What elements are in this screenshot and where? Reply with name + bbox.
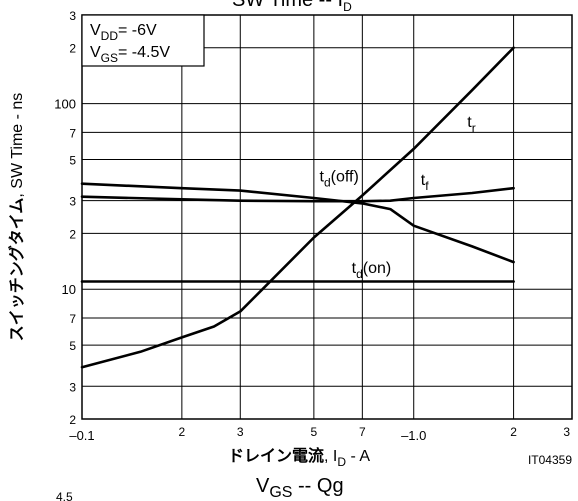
x-tick-label: 2 <box>510 425 517 439</box>
next-chart-title: VGS -- Qg <box>256 475 344 501</box>
series-label-sub: d <box>356 267 363 281</box>
x-tick-label: 3 <box>237 425 244 439</box>
x-axis-ticks: –0.1 2 3 5 7 –1.0 2 3 <box>69 425 570 443</box>
condition-vgs-sub: GS <box>101 51 118 65</box>
series-label-rest: (on) <box>363 260 391 277</box>
previous-chart-title-main: SW Time -- I <box>232 0 343 11</box>
x-tick-label: 5 <box>311 425 318 439</box>
y-axis-ticks: 2 3 5 7 10 2 3 5 7 100 2 3 <box>54 9 76 427</box>
y-tick-label: 3 <box>69 380 76 394</box>
x-tick-label: –1.0 <box>401 428 426 443</box>
condition-vdd-rest: = -6V <box>118 22 157 39</box>
condition-vgs-main: V <box>90 44 101 61</box>
y-tick-label: 2 <box>69 227 76 241</box>
previous-chart-title: SW Time -- ID <box>232 0 352 14</box>
y-tick-label: 3 <box>69 9 76 23</box>
y-axis-title-rest: , SW Time - ns <box>9 93 26 198</box>
series-label-tr: tr <box>467 114 475 135</box>
part-code: IT04359 <box>528 453 572 467</box>
y-axis-title: スイッチングタイム, SW Time - ns <box>7 93 26 342</box>
x-axis-title-rest-a: , I <box>324 448 337 465</box>
y-tick-label: 2 <box>69 413 76 427</box>
series-label-tf: tf <box>421 172 429 193</box>
y-tick-label: 3 <box>69 195 76 209</box>
x-tick-label: 3 <box>563 425 570 439</box>
series-line-tf <box>82 188 514 201</box>
y-tick-label: 10 <box>62 282 76 297</box>
x-axis-title-rest-b: - A <box>346 448 370 465</box>
x-tick-label: 2 <box>179 425 186 439</box>
y-tick-label: 7 <box>69 126 76 140</box>
x-axis-title-sub: D <box>337 455 346 469</box>
previous-chart-title-sub: D <box>343 0 352 14</box>
y-tick-label: 5 <box>69 153 76 167</box>
series-label-td-on: td(on) <box>352 260 392 281</box>
grid <box>82 15 572 419</box>
next-chart-title-sub: GS <box>269 484 292 501</box>
x-axis-title-main: ドレイン電流 <box>228 446 324 465</box>
series-labels: tr td(off) tf td(on) <box>320 114 476 281</box>
next-chart-title-rest: -- Qg <box>292 475 343 497</box>
y-tick-label: 100 <box>54 97 76 112</box>
condition-vdd-sub: DD <box>101 29 119 43</box>
x-tick-label: 7 <box>359 425 366 439</box>
series-label-rest: (off) <box>331 169 359 186</box>
y-tick-label: 7 <box>69 312 76 326</box>
series-label-sub: f <box>425 179 429 193</box>
next-chart-title-main: V <box>256 475 270 497</box>
y-axis-title-main: スイッチングタイム <box>7 198 26 342</box>
condition-vgs-rest: = -4.5V <box>118 44 170 61</box>
series-label-sub: d <box>324 176 331 190</box>
next-chart-corner-value: 4.5 <box>56 490 73 501</box>
plot-frame <box>82 15 572 419</box>
x-axis-title: ドレイン電流, ID - A <box>228 446 370 469</box>
condition-vdd-main: V <box>90 22 101 39</box>
x-tick-label: –0.1 <box>69 428 94 443</box>
series-group <box>82 48 514 368</box>
y-tick-label: 5 <box>69 339 76 353</box>
series-label-td-off: td(off) <box>320 169 359 190</box>
series-label-sub: r <box>472 121 476 135</box>
y-tick-label: 2 <box>69 42 76 56</box>
series-line-tr <box>82 48 514 368</box>
